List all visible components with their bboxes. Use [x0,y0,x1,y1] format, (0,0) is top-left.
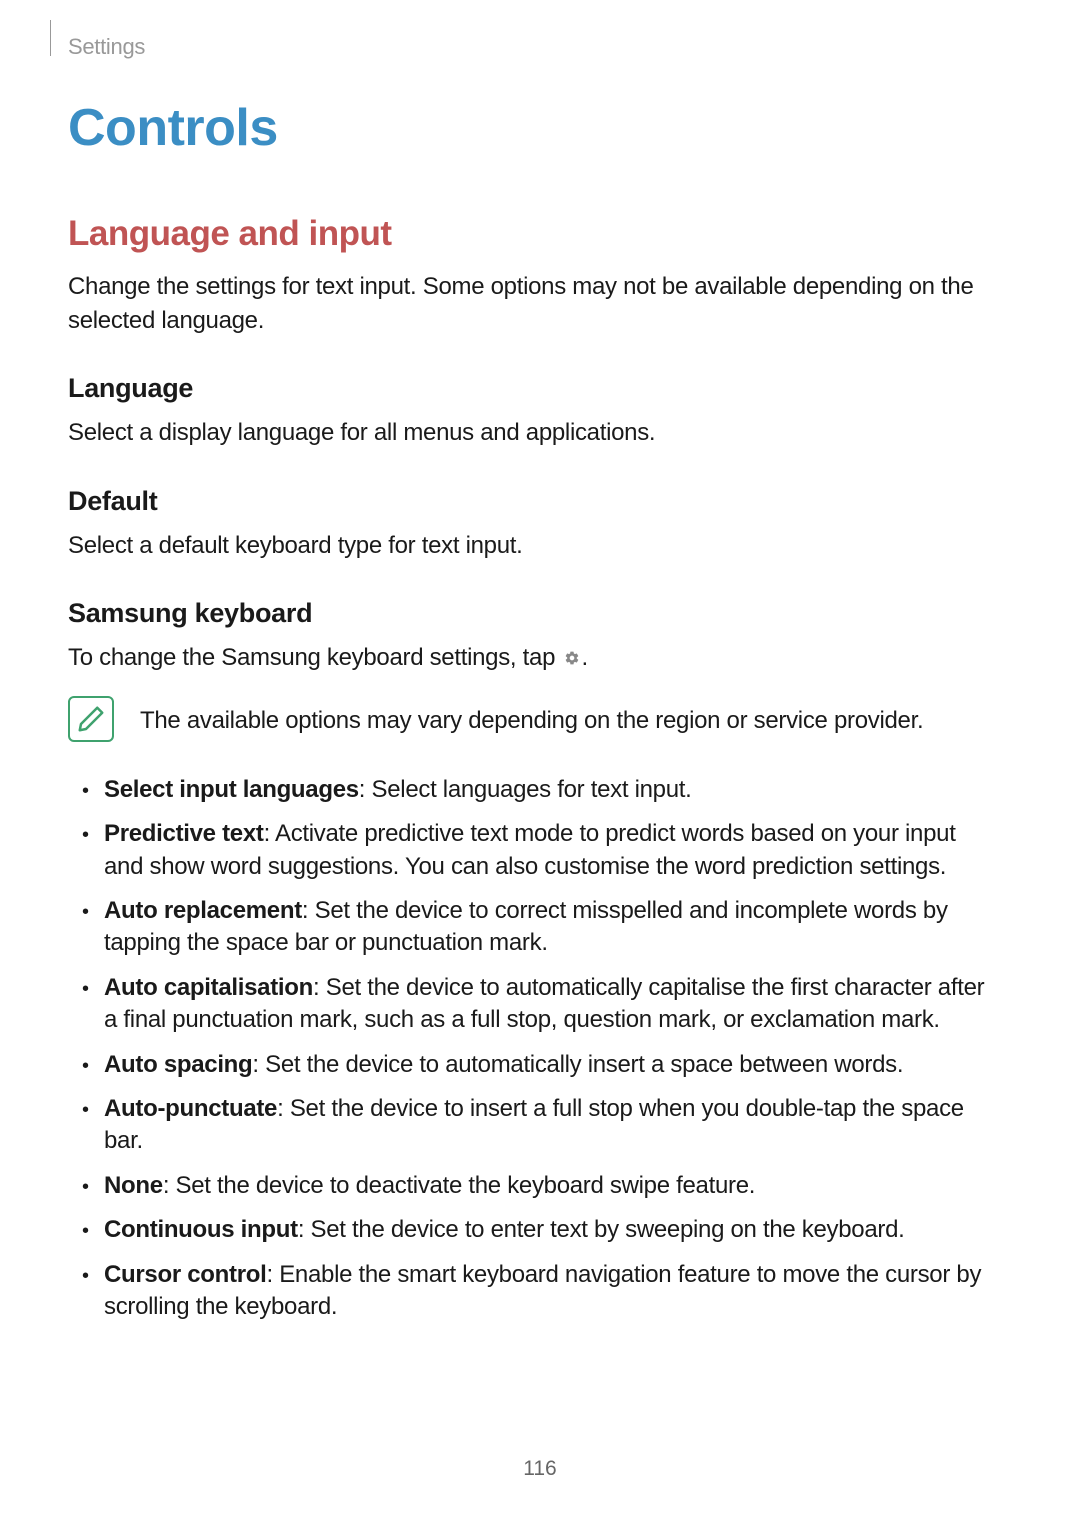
feature-name: Auto-punctuate [104,1095,277,1122]
list-item: Cursor control: Enable the smart keyboar… [68,1259,988,1324]
feature-name: Auto replacement [104,897,302,924]
feature-desc: : Select languages for text input. [359,776,692,803]
feature-desc: : Set the device to enter text by sweepi… [298,1216,905,1243]
samsung-body-post: . [582,644,588,671]
list-item: Auto spacing: Set the device to automati… [68,1049,988,1081]
list-item: None: Set the device to deactivate the k… [68,1170,988,1202]
header-divider [50,20,51,56]
list-item: Predictive text: Activate predictive tex… [68,818,988,883]
page-content: Controls Language and input Change the s… [68,98,988,1335]
breadcrumb: Settings [68,34,145,60]
list-item: Continuous input: Set the device to ente… [68,1214,988,1246]
subsection-language-body: Select a display language for all menus … [68,416,988,450]
subsection-default-body: Select a default keyboard type for text … [68,529,988,563]
list-item: Auto capitalisation: Set the device to a… [68,972,988,1037]
feature-name: Select input languages [104,776,359,803]
feature-name: Cursor control [104,1261,266,1288]
subsection-samsung-title: Samsung keyboard [68,598,988,629]
feature-name: Auto spacing [104,1051,252,1078]
feature-desc: : Set the device to automatically insert… [252,1051,903,1078]
samsung-body-pre: To change the Samsung keyboard settings,… [68,644,562,671]
list-item: Auto-punctuate: Set the device to insert… [68,1093,988,1158]
feature-name: Auto capitalisation [104,974,313,1001]
feature-list: Select input languages: Select languages… [68,774,988,1323]
page-title: Controls [68,98,988,158]
subsection-language-title: Language [68,373,988,404]
note-text: The available options may vary depending… [140,696,923,738]
subsection-samsung-body: To change the Samsung keyboard settings,… [68,641,988,675]
feature-desc: : Set the device to deactivate the keybo… [163,1172,755,1199]
intro-text: Change the settings for text input. Some… [68,270,988,337]
page-number: 116 [0,1457,1080,1481]
feature-name: Continuous input [104,1216,298,1243]
list-item: Select input languages: Select languages… [68,774,988,806]
note-callout: The available options may vary depending… [68,696,988,742]
section-heading: Language and input [68,214,988,254]
list-item: Auto replacement: Set the device to corr… [68,895,988,960]
feature-name: None [104,1172,163,1199]
note-icon [68,696,114,742]
subsection-default-title: Default [68,486,988,517]
feature-name: Predictive text [104,820,264,847]
gear-icon [564,642,580,676]
